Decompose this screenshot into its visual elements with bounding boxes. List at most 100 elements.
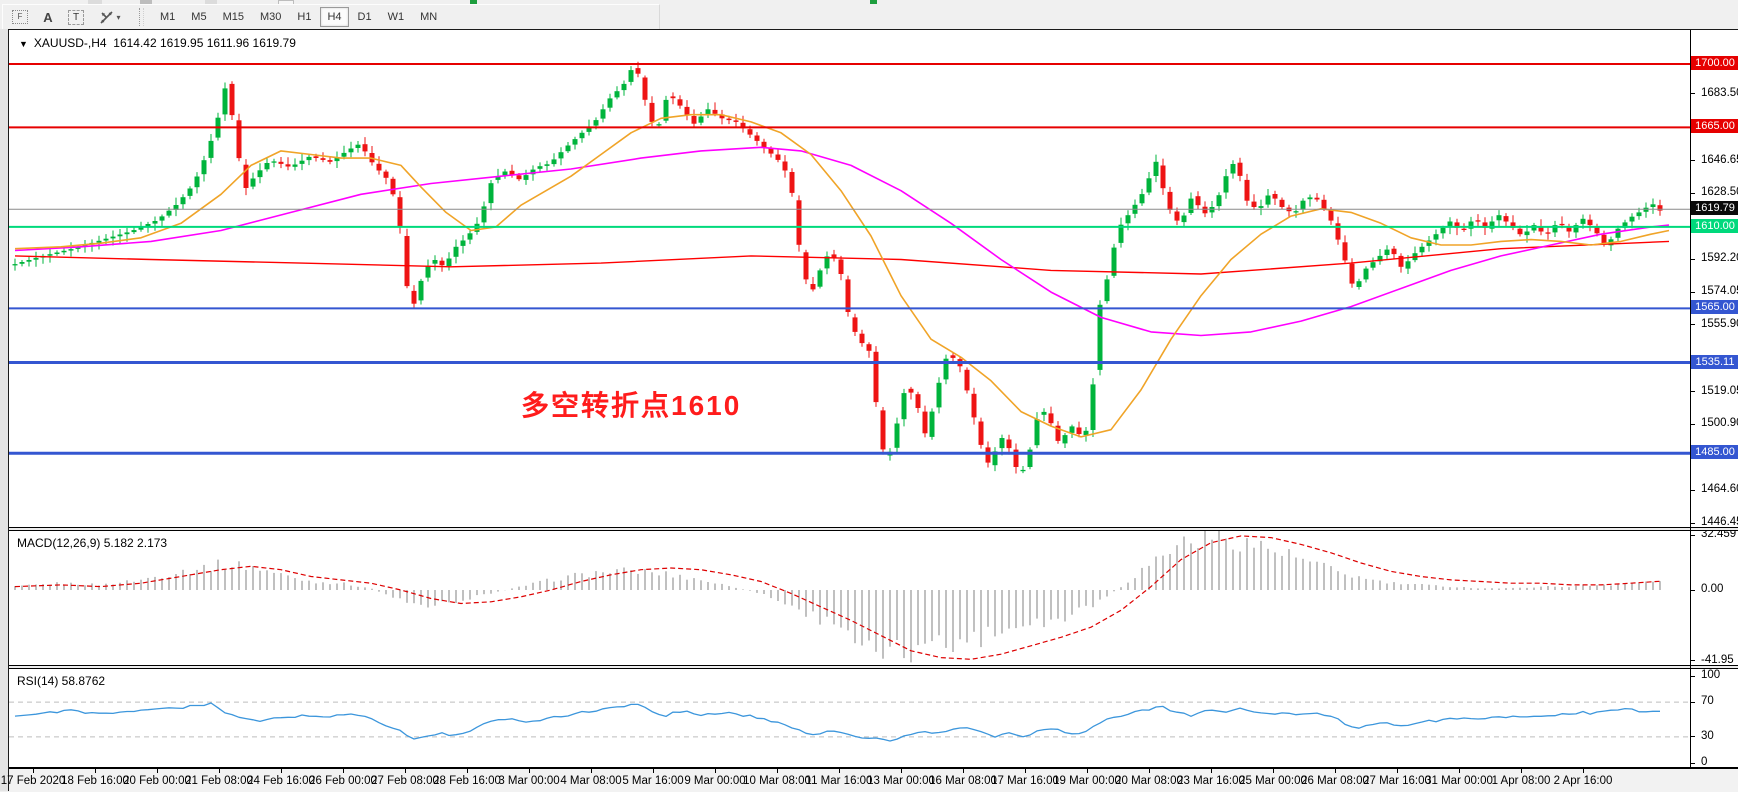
time-axis-label: 17 Feb 2020: [0, 775, 66, 787]
rsi-canvas[interactable]: [9, 669, 1690, 767]
time-tick-mark: [529, 769, 530, 773]
main-chart-canvas[interactable]: [9, 30, 1690, 527]
time-tick-mark: [343, 769, 344, 773]
time-axis-label: 20 Feb 00:00: [123, 775, 191, 787]
macd-tick-label: 0.00: [1701, 583, 1724, 595]
macd-tick-mark: [1690, 589, 1695, 591]
timeframe-button-H4[interactable]: H4: [320, 7, 349, 27]
price-tick-mark: [1690, 489, 1695, 491]
time-axis-label: 5 Mar 16:00: [622, 775, 684, 787]
time-axis: 17 Feb 2020 18 Feb 16:00 20 Feb 00:00 21…: [1, 769, 1738, 792]
time-axis-label: 11 Mar 16:00: [805, 775, 873, 787]
text-box-icon[interactable]: T: [65, 8, 87, 26]
rsi-tick-mark: [1690, 675, 1695, 677]
time-axis-label: 9 Mar 00:00: [684, 775, 746, 787]
indicator-frame-icon[interactable]: F: [9, 8, 31, 26]
time-tick-mark: [1273, 769, 1274, 773]
time-tick-mark: [1087, 769, 1088, 773]
macd-axis: 32.459 0.00 -41.95: [9, 531, 1738, 665]
timeframe-button-M30[interactable]: M30: [259, 11, 282, 23]
time-axis-label: 26 Feb 00:00: [309, 775, 377, 787]
rsi-label: RSI(14) 58.8762: [17, 674, 106, 688]
price-axis: 1700.00 1683.50 1665.00 1646.65 1628.50 16…: [1690, 30, 1738, 527]
time-tick-mark: [963, 769, 964, 773]
price-tick-mark: [1690, 522, 1695, 524]
time-tick-mark: [1149, 769, 1150, 773]
price-tick-label: 1446.45: [1701, 516, 1738, 527]
time-tick-mark: [1025, 769, 1026, 773]
time-tick-mark: [1397, 769, 1398, 773]
chart-text-annotation: 多空转折点1610: [521, 390, 742, 421]
clipped-icon-sliver: [870, 0, 877, 4]
cursor-arrows-icon[interactable]: ▾: [93, 8, 127, 26]
rsi-tick-label: 30: [1701, 729, 1714, 742]
time-tick-mark: [467, 769, 468, 773]
rsi-tick-mark: [1690, 762, 1695, 764]
price-level-tag: 1665.00: [1691, 119, 1738, 134]
price-tick-mark: [1690, 258, 1695, 260]
time-tick-mark: [1521, 769, 1522, 773]
time-tick-mark: [1583, 769, 1584, 773]
price-level-tag: 1610.00: [1691, 218, 1738, 233]
dropdown-caret-icon[interactable]: ▾: [116, 12, 121, 22]
text-label-icon[interactable]: A: [43, 9, 53, 25]
clipped-button-sliver: [140, 0, 152, 4]
time-tick-mark: [405, 769, 406, 773]
timeframe-button-W1[interactable]: W1: [387, 11, 405, 23]
clipped-button-sliver: [88, 0, 102, 4]
price-level-tag: 1619.79: [1691, 201, 1738, 216]
rsi-panel[interactable]: RSI(14) 58.8762 100 70 30 0: [9, 669, 1738, 767]
price-tick-mark: [1690, 391, 1695, 393]
panel-splitter[interactable]: [9, 527, 1738, 531]
time-axis-label: 18 Feb 16:00: [61, 775, 129, 787]
time-tick-mark: [33, 769, 34, 773]
time-tick-mark: [1459, 769, 1460, 773]
macd-panel[interactable]: MACD(12,26,9) 5.182 2.173 32.459 0.00 -4…: [9, 531, 1738, 665]
panel-splitter[interactable]: [9, 665, 1738, 669]
time-tick-mark: [219, 769, 220, 773]
price-tick-label: 1592.20: [1701, 252, 1738, 265]
time-axis-label: 19 Mar 00:00: [1053, 775, 1121, 787]
clipped-icon-sliver: [470, 0, 477, 4]
time-axis-label: 16 Mar 08:00: [929, 775, 997, 787]
time-axis-label: 27 Mar 16:00: [1363, 775, 1431, 787]
price-tick-label: 1500.90: [1701, 417, 1738, 430]
timeframe-button-H1[interactable]: H1: [297, 11, 312, 23]
timeframe-button-M1[interactable]: M1: [160, 11, 176, 23]
time-tick-mark: [715, 769, 716, 773]
time-tick-mark: [653, 769, 654, 773]
time-axis-label: 28 Feb 16:00: [433, 775, 501, 787]
clipped-button-sliver: [205, 0, 217, 4]
price-axis-line: [1690, 30, 1691, 767]
quick-trade-caret-icon[interactable]: ▼: [19, 39, 28, 49]
timeframe-button-M5[interactable]: M5: [191, 11, 207, 23]
main-chart-panel[interactable]: ▼ XAUUSD-,H4 1614.42 1619.95 1611.96 1619…: [9, 30, 1738, 527]
time-axis-label: 10 Mar 08:00: [743, 775, 811, 787]
rsi-tick-label: 100: [1701, 669, 1721, 681]
toolbar-separator: [139, 8, 144, 26]
price-tick-label: 1464.60: [1701, 483, 1738, 496]
chart-window: ▼ XAUUSD-,H4 1614.42 1619.95 1611.96 1619…: [1, 29, 1738, 792]
rsi-tick-mark: [1690, 736, 1695, 738]
time-axis-label: 4 Mar 08:00: [560, 775, 622, 787]
timeframe-button-M15[interactable]: M15: [222, 11, 244, 23]
price-level-tag: 1700.00: [1691, 56, 1738, 70]
timeframe-button-group: M1 M5 M15 M30 H1 H4 D1 W1 MN: [152, 7, 445, 27]
macd-tick-label: 32.459: [1701, 531, 1737, 541]
panel-splitter: [9, 767, 1738, 769]
price-tick-label: 1628.50: [1701, 186, 1738, 199]
time-axis-label: 13 Mar 00:00: [867, 775, 935, 787]
time-tick-mark: [95, 769, 96, 773]
timeframe-button-MN[interactable]: MN: [420, 11, 438, 23]
timeframe-button-D1[interactable]: D1: [357, 11, 372, 23]
rsi-tick-label: 70: [1701, 695, 1714, 708]
price-level-tag: 1565.00: [1691, 300, 1738, 315]
diagonal-arrows-glyph: [100, 10, 114, 24]
time-axis-label: 1 Apr 08:00: [1491, 775, 1551, 787]
price-level-tag: 1535.11: [1691, 354, 1738, 369]
rsi-tick-label: 0: [1701, 756, 1708, 767]
time-tick-mark: [591, 769, 592, 773]
price-tick-mark: [1690, 93, 1695, 95]
macd-canvas[interactable]: [9, 531, 1690, 665]
price-tick-label: 1555.90: [1701, 317, 1738, 330]
